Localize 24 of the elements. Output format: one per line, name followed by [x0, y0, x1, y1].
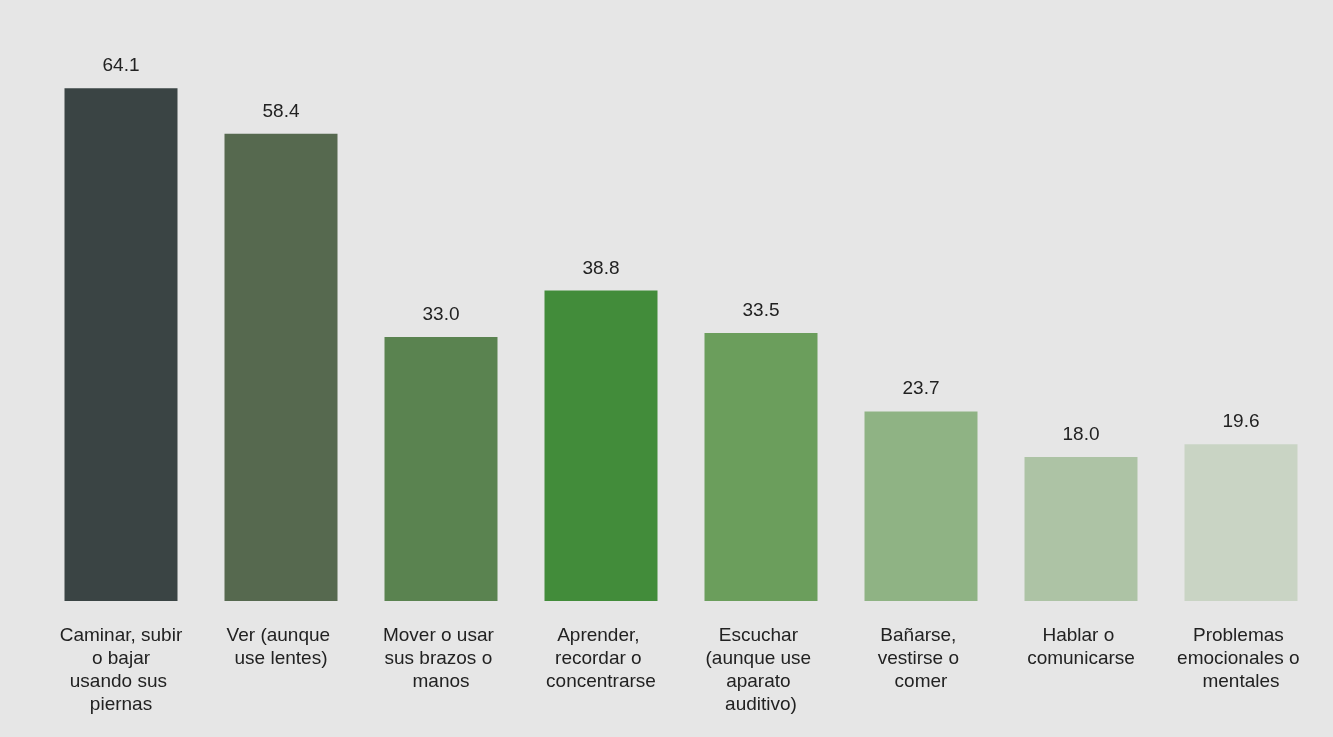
bar — [544, 290, 658, 601]
data-label: 33.0 — [422, 303, 460, 324]
x-tick-label: Hablar o comunicarse — [1027, 624, 1135, 668]
bar — [1184, 444, 1298, 601]
x-tick-label: Aprender, recordar o concentrarse — [546, 624, 656, 691]
data-label: 38.8 — [582, 256, 620, 278]
bar — [224, 133, 338, 601]
x-tick-label: Ver (aunque use lentes) — [226, 624, 336, 668]
data-label: 64.1 — [102, 54, 140, 76]
x-tick-label: Bañarse, vestirse o comer — [877, 624, 965, 691]
data-label: 33.5 — [742, 299, 780, 320]
x-tick-label: Problemas emocionales o mentales — [1177, 624, 1305, 691]
data-label: 18.0 — [1062, 423, 1100, 444]
bar — [64, 88, 178, 601]
bar — [1024, 457, 1138, 601]
data-label: 19.6 — [1222, 410, 1260, 432]
data-label: 58.4 — [262, 99, 300, 121]
x-tick-label: Caminar, subir o bajar usando sus piernas — [59, 624, 183, 714]
x-tick-label: Escuchar (aunque use aparato auditivo) — [705, 624, 817, 714]
bar — [864, 411, 978, 601]
bar — [384, 337, 498, 601]
x-tick-label: Mover o usar sus brazos o manos — [382, 624, 500, 691]
data-label: 23.7 — [902, 377, 940, 399]
bar — [704, 333, 818, 601]
